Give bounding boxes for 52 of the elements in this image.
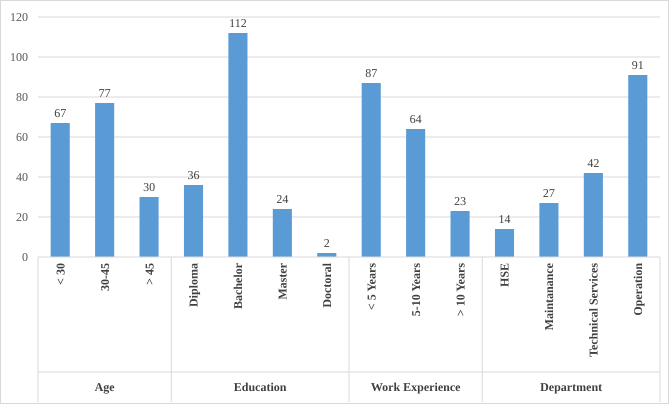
y-tick-label: 20 [16, 210, 28, 224]
text: Department [540, 380, 602, 394]
x-tick-label: < 30 [53, 263, 68, 285]
bar [628, 75, 648, 257]
bar [362, 83, 381, 257]
bar [95, 103, 114, 257]
bar [584, 173, 603, 257]
bar [228, 33, 248, 257]
y-tick-label: 0 [22, 250, 28, 264]
y-tick-label: 60 [16, 130, 28, 144]
data-label: 67 [54, 106, 66, 120]
text: Age [94, 380, 116, 394]
data-label: 36 [188, 168, 200, 182]
y-tick-label: 80 [16, 90, 28, 104]
text: Work Experience [370, 380, 462, 394]
bar [140, 197, 159, 257]
x-tick-label: Maintanance [542, 262, 556, 330]
x-tick-label: 30-45 [98, 263, 112, 291]
x-tick-label: 5-10 Years [408, 262, 423, 316]
data-label: 23 [454, 194, 466, 208]
data-label: 87 [365, 66, 378, 80]
x-tick-label: Operation [630, 262, 645, 316]
data-label: 2 [324, 236, 330, 250]
y-tick-label: 120 [10, 10, 28, 24]
y-tick-label: 100 [10, 50, 28, 64]
data-label: 64 [410, 112, 422, 126]
bar [184, 185, 204, 257]
data-label: 42 [587, 156, 600, 170]
x-tick-label: Technical Services [586, 262, 601, 357]
data-label: 91 [632, 58, 644, 72]
bar [494, 229, 514, 257]
x-tick-label: Doctoral [320, 262, 334, 308]
data-label: 24 [276, 192, 288, 206]
x-tick-label: > 10 Years [453, 262, 468, 316]
data-label: 30 [143, 180, 156, 194]
x-tick-label: < 5 Years [364, 262, 378, 310]
y-tick-label: 40 [16, 170, 28, 184]
data-label: 27 [542, 186, 555, 200]
data-label: 14 [498, 212, 510, 226]
x-tick-label: Diploma [186, 263, 201, 308]
bar [539, 203, 558, 257]
bar [450, 211, 470, 257]
bar [50, 123, 70, 257]
x-tick-label: Master [276, 262, 290, 300]
x-tick-label: HSE [498, 263, 512, 288]
bar [272, 209, 292, 257]
data-label: 77 [98, 86, 111, 100]
x-tick-label: > 45 [142, 263, 156, 285]
text: Education [234, 380, 287, 394]
x-tick-label: Bachelor [231, 262, 246, 309]
bar [406, 129, 426, 257]
data-label: 112 [229, 16, 247, 30]
